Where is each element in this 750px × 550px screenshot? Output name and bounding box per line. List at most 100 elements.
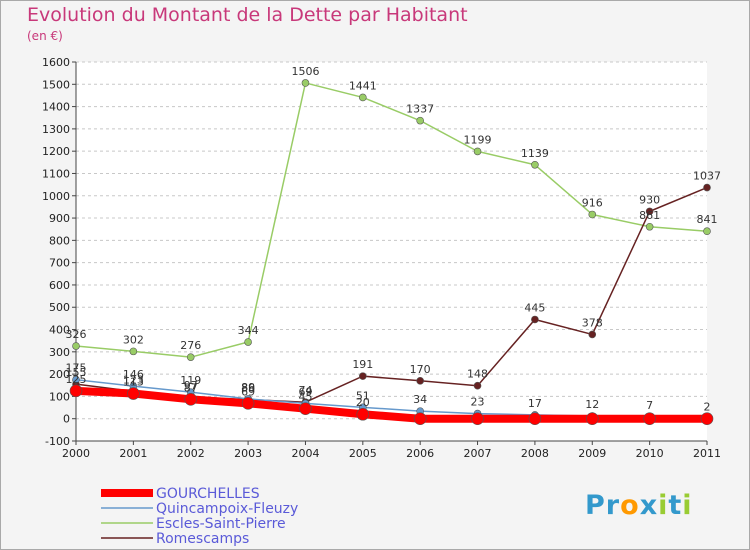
x-tick-label-0: 2000 xyxy=(62,447,90,460)
data-point-s3-10 xyxy=(645,207,654,216)
chart-unit: (en €) xyxy=(27,29,63,43)
data-label-s0-4: 45 xyxy=(298,391,312,404)
data-label-s3-7: 148 xyxy=(467,368,488,381)
data-label-s3-3: 86 xyxy=(241,382,255,395)
data-point-s2-5 xyxy=(359,93,367,102)
data-label-s1-6: 34 xyxy=(413,393,427,406)
data-point-s0-7 xyxy=(471,412,484,426)
y-tick-label-15: 1400 xyxy=(42,101,70,114)
data-point-s0-6 xyxy=(413,412,427,426)
chart-title: Evolution du Montant de la Dette par Hab… xyxy=(27,4,468,26)
y-tick-label-1: 0 xyxy=(63,413,70,426)
y-tick-label-9: 800 xyxy=(49,234,70,247)
data-point-s2-3 xyxy=(244,338,252,346)
data-point-s3-9 xyxy=(588,330,597,339)
legend-label-0: GOURCHELLES xyxy=(156,486,260,502)
data-label-s0-5: 20 xyxy=(356,396,370,409)
y-tick-label-8: 700 xyxy=(49,257,70,270)
data-point-s0-1 xyxy=(127,387,140,400)
data-point-s3-6 xyxy=(416,377,424,385)
x-tick-label-5: 2005 xyxy=(349,447,377,460)
data-label-s3-2: 97 xyxy=(184,379,198,392)
data-point-s2-2 xyxy=(186,353,195,361)
data-point-s0-10 xyxy=(643,412,656,426)
data-point-s2-9 xyxy=(588,210,597,219)
y-tick-label-12: 1100 xyxy=(42,167,70,180)
y-tick-label-5: 400 xyxy=(49,324,70,337)
data-label-s3-11: 1037 xyxy=(693,170,721,183)
data-label-s2-8: 1139 xyxy=(521,147,549,160)
data-label-s3-5: 191 xyxy=(352,358,373,371)
y-tick-label-11: 1000 xyxy=(42,190,70,203)
data-label-s3-10: 930 xyxy=(639,193,660,206)
logo-letter: x xyxy=(639,490,659,521)
x-tick-label-4: 2004 xyxy=(291,447,319,460)
x-tick-label-3: 2003 xyxy=(234,447,262,460)
data-label-s1-11: 2 xyxy=(704,400,711,413)
data-label-s1-0: 175 xyxy=(66,362,87,375)
data-label-s2-1: 302 xyxy=(123,333,144,346)
data-point-s2-1 xyxy=(129,347,138,356)
y-tick-label-0: -100 xyxy=(45,435,70,448)
data-label-s2-11: 841 xyxy=(697,213,718,226)
data-point-s2-10 xyxy=(645,222,654,231)
x-tick-label-10: 2010 xyxy=(636,447,664,460)
data-point-s0-8 xyxy=(528,412,542,426)
data-point-s2-4 xyxy=(301,79,310,87)
y-tick-label-17: 1600 xyxy=(42,56,70,69)
y-tick-label-6: 500 xyxy=(49,301,70,314)
y-tick-label-7: 600 xyxy=(49,279,70,292)
logo-letter: i xyxy=(658,490,669,521)
y-tick-label-10: 900 xyxy=(49,212,70,225)
data-label-s2-7: 1199 xyxy=(464,133,492,146)
y-tick-label-13: 1200 xyxy=(42,145,70,158)
data-label-s1-5: 51 xyxy=(356,389,370,402)
data-point-s2-0 xyxy=(72,342,80,350)
data-point-s0-3 xyxy=(241,397,255,410)
data-point-s2-6 xyxy=(416,116,424,125)
data-label-s3-9: 378 xyxy=(582,316,603,329)
data-label-s0-1: 113 xyxy=(123,376,144,389)
data-label-s3-1: 123 xyxy=(123,373,144,386)
data-label-s2-2: 276 xyxy=(180,339,201,352)
data-label-s1-3: 89 xyxy=(241,381,255,394)
data-point-s0-11 xyxy=(700,412,714,426)
data-point-s0-4 xyxy=(299,402,312,415)
x-tick-label-8: 2008 xyxy=(521,447,549,460)
x-tick-label-2: 2002 xyxy=(177,447,205,460)
data-label-s3-4: 74 xyxy=(298,384,312,397)
logo-letter: o xyxy=(620,490,640,521)
legend-label-1: Quincampoix-Fleuzy xyxy=(156,501,298,517)
logo-letter: P xyxy=(585,490,606,521)
data-point-s0-0 xyxy=(69,384,83,398)
data-point-s2-11 xyxy=(703,227,711,236)
legend-label-3: Romescamps xyxy=(156,531,249,547)
logo-letter: r xyxy=(605,490,621,521)
data-label-s2-5: 1441 xyxy=(349,79,377,92)
y-tick-label-14: 1300 xyxy=(42,123,70,136)
series-line-0 xyxy=(72,386,711,423)
y-tick-label-2: 100 xyxy=(49,390,70,403)
data-label-s2-4: 1506 xyxy=(291,65,319,78)
data-point-s0-9 xyxy=(585,412,599,426)
y-tick-label-3: 200 xyxy=(49,368,70,381)
data-label-s1-9: 12 xyxy=(585,398,599,411)
data-label-s2-10: 861 xyxy=(639,209,660,222)
data-point-s0-5 xyxy=(356,407,370,421)
data-label-s0-0: 125 xyxy=(66,373,87,386)
data-label-s1-4: 69 xyxy=(298,385,312,398)
plot-area xyxy=(76,62,707,441)
x-tick-label-11: 2011 xyxy=(693,447,721,460)
data-point-s3-7 xyxy=(473,381,482,390)
x-tick-label-1: 2001 xyxy=(119,447,147,460)
data-point-s3-5 xyxy=(359,372,367,380)
data-label-s2-9: 916 xyxy=(582,196,603,209)
y-tick-label-16: 1500 xyxy=(42,78,70,91)
data-label-s2-0: 326 xyxy=(66,328,87,341)
data-label-s1-7: 23 xyxy=(471,396,485,409)
data-label-s1-8: 17 xyxy=(528,397,542,410)
data-label-s0-2: 87 xyxy=(184,381,198,394)
data-point-s2-7 xyxy=(473,147,482,156)
